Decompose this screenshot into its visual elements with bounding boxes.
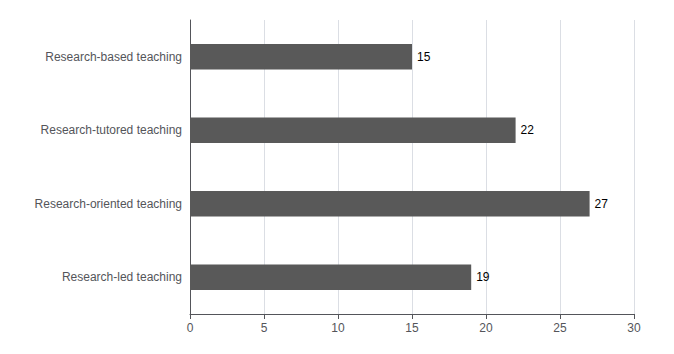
svg-text:Research-oriented teaching: Research-oriented teaching xyxy=(35,197,182,211)
svg-text:27: 27 xyxy=(595,197,609,211)
svg-text:5: 5 xyxy=(261,321,268,335)
svg-text:Research-led teaching: Research-led teaching xyxy=(62,270,182,284)
svg-text:Research-tutored teaching: Research-tutored teaching xyxy=(41,123,182,137)
svg-text:19: 19 xyxy=(476,270,490,284)
svg-text:15: 15 xyxy=(417,50,431,64)
svg-text:20: 20 xyxy=(479,321,493,335)
svg-text:Research-based teaching: Research-based teaching xyxy=(45,50,182,64)
svg-text:25: 25 xyxy=(553,321,567,335)
svg-text:22: 22 xyxy=(521,123,535,137)
svg-text:10: 10 xyxy=(331,321,345,335)
svg-text:15: 15 xyxy=(405,321,419,335)
svg-text:30: 30 xyxy=(627,321,641,335)
svg-text:0: 0 xyxy=(187,321,194,335)
